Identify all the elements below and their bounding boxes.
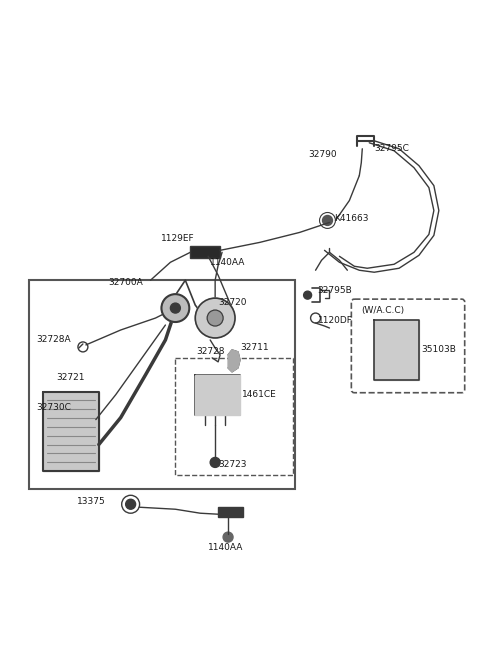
Circle shape [170,303,180,313]
Text: 32790: 32790 [308,150,336,159]
Text: 1461CE: 1461CE [242,390,277,400]
Polygon shape [195,375,240,415]
Bar [218,507,243,517]
Bar [175,358,293,476]
Text: 32795B: 32795B [318,285,352,295]
Text: K41663: K41663 [335,214,369,223]
Circle shape [195,298,235,338]
Bar [190,247,220,258]
Polygon shape [43,392,99,472]
Text: 32795C: 32795C [374,144,409,154]
Text: 13375: 13375 [77,497,106,506]
Circle shape [385,346,393,354]
Circle shape [323,215,333,226]
Text: 32721: 32721 [56,373,84,382]
Text: 1140AA: 1140AA [208,543,243,552]
Text: 32723: 32723 [218,460,247,469]
Circle shape [223,532,233,542]
Circle shape [207,310,223,326]
Circle shape [385,361,393,369]
Text: 1140AA: 1140AA [210,258,246,267]
Text: 32711: 32711 [240,343,269,352]
Text: 1120DF: 1120DF [318,316,352,325]
Polygon shape [228,350,240,372]
Text: 32720: 32720 [218,298,247,306]
Text: 32728A: 32728A [36,335,71,344]
Text: 32728: 32728 [196,348,225,356]
Circle shape [385,331,393,339]
Bar [29,280,295,489]
Text: 32700A: 32700A [109,277,144,287]
Circle shape [126,499,136,509]
Text: (W/A.C.C): (W/A.C.C) [361,306,405,315]
Circle shape [304,291,312,299]
Text: 32730C: 32730C [36,403,71,412]
Text: 35103B: 35103B [421,346,456,354]
Circle shape [210,457,220,468]
Polygon shape [374,320,419,380]
Circle shape [161,294,189,322]
Text: 1129EF: 1129EF [160,234,194,243]
